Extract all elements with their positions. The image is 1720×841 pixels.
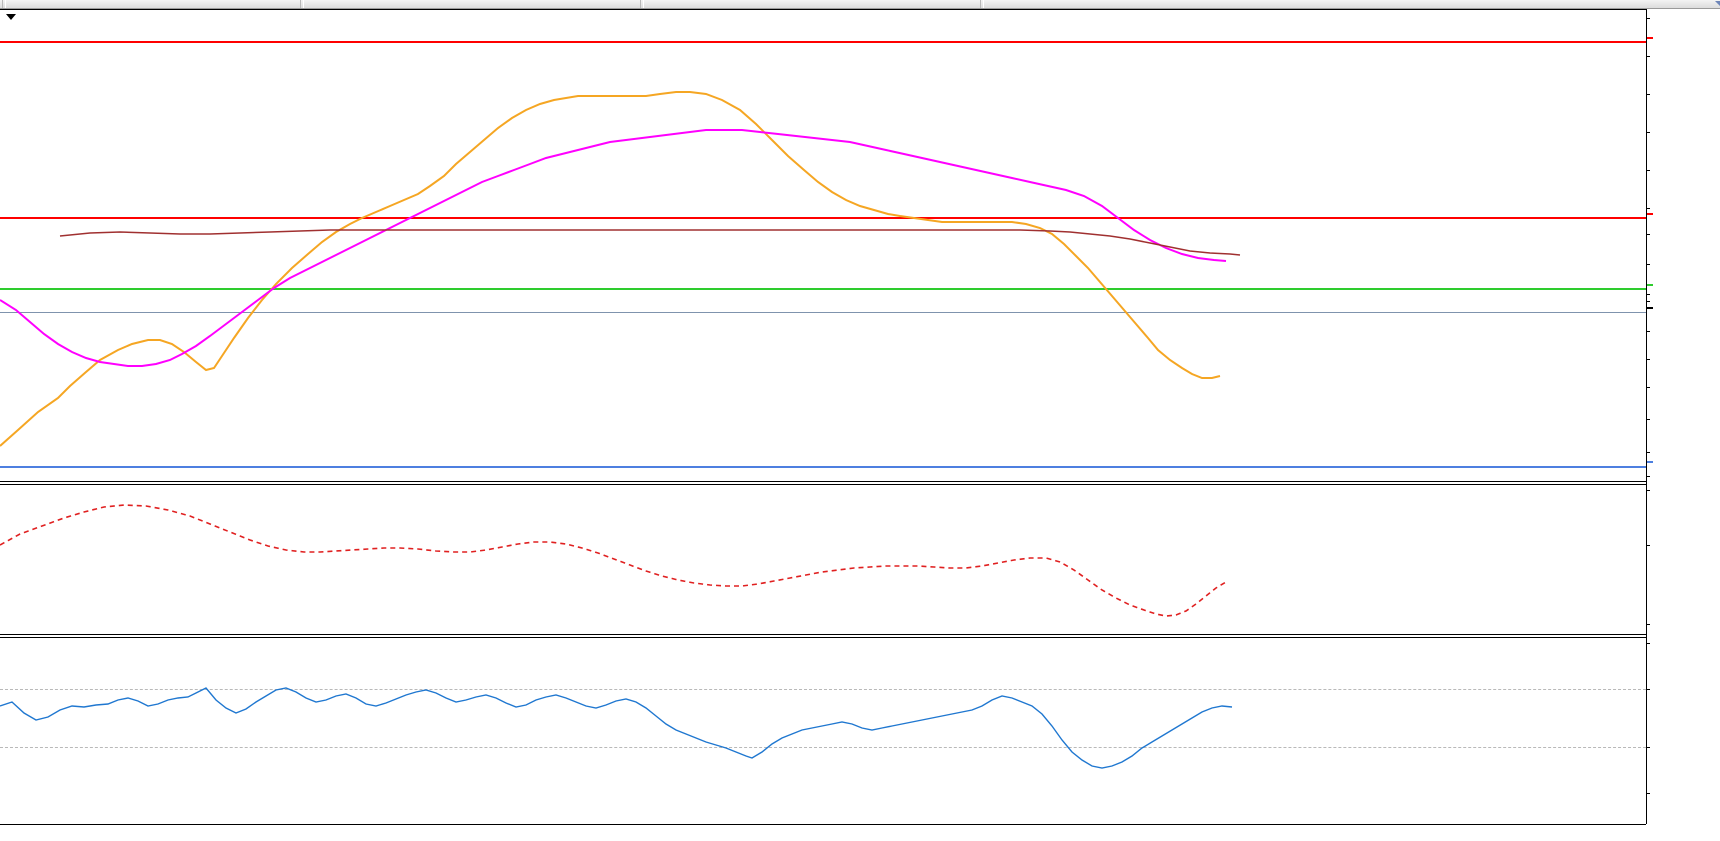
- candlestick-layer: [0, 0, 1646, 841]
- price-tag-last[interactable]: [1647, 307, 1653, 309]
- rsi-line: [0, 687, 1233, 769]
- chart-canvas: [0, 91, 1241, 769]
- ma-orange-line: [0, 91, 1221, 447]
- price-axis-separator: [1646, 9, 1647, 824]
- price-panel-top-border: [0, 9, 1646, 10]
- level-line-1780[interactable]: [0, 288, 1646, 290]
- chevron-down-icon[interactable]: [1715, 1, 1720, 6]
- level-line-1830[interactable]: [0, 41, 1646, 43]
- rsi-band-30: [0, 747, 1646, 748]
- price-tag-1780[interactable]: [1647, 284, 1653, 286]
- level-line-last-price: [0, 312, 1646, 313]
- price-tag-1750[interactable]: [1647, 461, 1653, 463]
- ma-magenta-line: [0, 129, 1227, 367]
- symbol-header: [0, 10, 58, 24]
- price-tag-1800[interactable]: [1647, 213, 1653, 215]
- caret-down-icon[interactable]: [6, 14, 16, 20]
- price-tag-1830[interactable]: [1647, 37, 1653, 39]
- toolbar-strip[interactable]: [0, 0, 1720, 9]
- ma-darkred-line: [59, 229, 1241, 256]
- rsi-panel-top-border: [0, 637, 1646, 638]
- rsi-band-70: [0, 689, 1646, 690]
- macd-signal-line: [0, 504, 1227, 617]
- level-line-1800[interactable]: [0, 217, 1646, 219]
- macd-panel-bottom-border: [0, 634, 1646, 635]
- price-panel-bottom-border: [0, 481, 1646, 482]
- macd-panel-top-border: [0, 484, 1646, 485]
- time-axis[interactable]: [0, 824, 1646, 841]
- level-line-1750[interactable]: [0, 466, 1646, 468]
